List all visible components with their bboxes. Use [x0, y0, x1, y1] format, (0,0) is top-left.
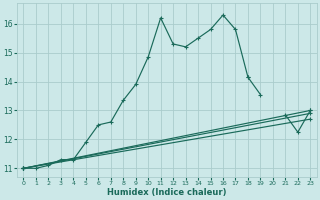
- X-axis label: Humidex (Indice chaleur): Humidex (Indice chaleur): [107, 188, 227, 197]
